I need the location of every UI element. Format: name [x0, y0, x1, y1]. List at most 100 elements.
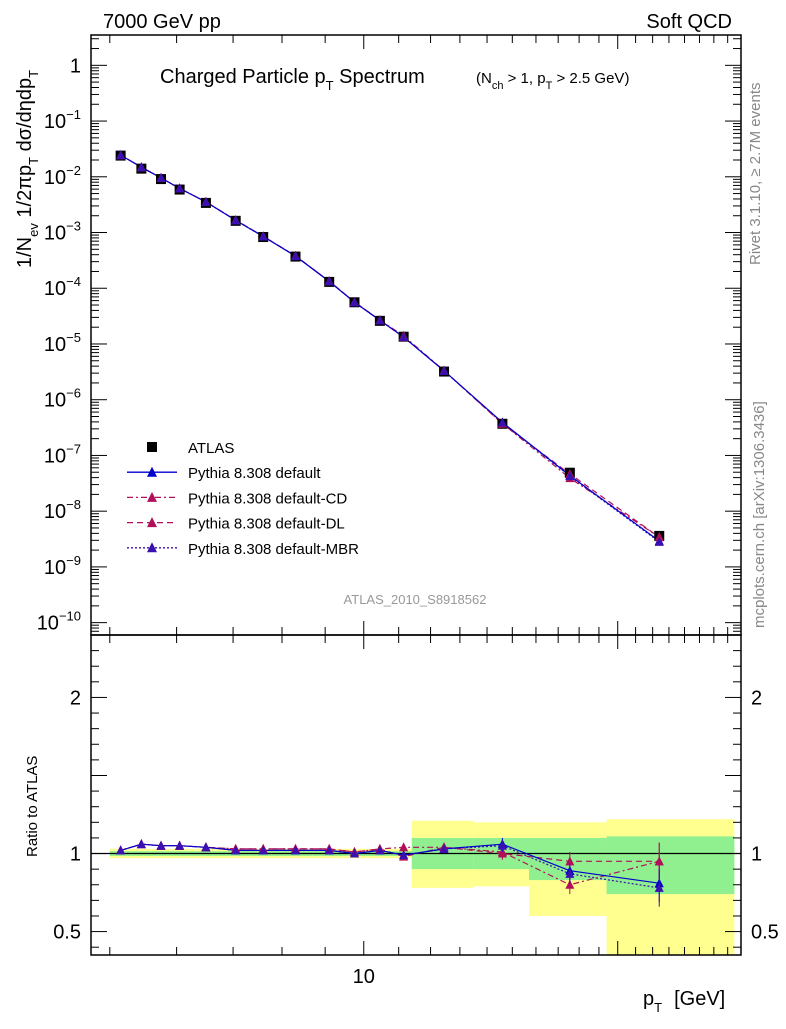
ratio-y-tick-label-right: 2 [751, 687, 762, 709]
legend-marker [147, 517, 157, 528]
legend: ATLAS Pythia 8.308 default Pythia 8.308 de… [127, 440, 359, 558]
ratio-point-4 [116, 845, 126, 855]
mc-point-4 [116, 150, 126, 160]
ratio-point-4 [439, 843, 449, 853]
ratio-point-4 [201, 842, 211, 852]
ratio-point-4 [565, 868, 575, 878]
ratio-y-label: Ratio to ATLAS [24, 756, 41, 857]
ratio-y-tick-label-left: 0.5 [53, 922, 81, 944]
band-inner [606, 836, 735, 895]
analysis-id: ATLAS_2010_S8918562 [344, 592, 487, 607]
legend-label: Pythia 8.308 default-CD [188, 490, 347, 507]
ratio-point-4 [654, 882, 664, 892]
ratio-frame [90, 634, 742, 956]
y-tick-label-exp: −10 [59, 609, 81, 624]
ratio-point-4 [324, 845, 334, 855]
y-tick-label: 10−6 [44, 386, 81, 412]
y-tick-label-exp: −8 [66, 497, 81, 512]
mc-point-4 [136, 162, 146, 172]
ratio-point-4 [258, 845, 268, 855]
ratio-point-4 [136, 839, 146, 849]
y-tick-label-exp: −1 [66, 107, 81, 122]
y-tick-label: 10−5 [44, 330, 81, 356]
legend-label: Pythia 8.308 default [188, 465, 321, 482]
legend-marker [147, 466, 157, 477]
y-tick-label: 10−4 [44, 274, 81, 300]
ratio-point-4 [399, 850, 409, 860]
ratio-point-2 [399, 842, 409, 852]
cond-sub1: ch [492, 80, 504, 92]
mc-point-4 [324, 276, 334, 286]
y-tick-label: 10−9 [44, 553, 81, 579]
legend-label: ATLAS [188, 440, 234, 457]
y-tick-label-base: 10 [44, 390, 66, 412]
mc-point-4 [497, 417, 507, 427]
ratio-point-2 [565, 879, 575, 889]
y-tick-label: 10−7 [44, 441, 81, 467]
y-tick-label-exp: −2 [66, 163, 81, 178]
ratio-bands [91, 819, 741, 955]
main-y-label: 1/Nev 1/2πpT dσ/dηdpT [14, 70, 41, 268]
y-tick-label-base: 10 [44, 167, 66, 189]
mc-point-3 [654, 532, 664, 542]
chart-title-sub: T [326, 78, 334, 93]
y-tick-label: 10−8 [44, 497, 81, 523]
y-tick-label-exp: −9 [66, 553, 81, 568]
legend-marker-atlas [147, 442, 157, 452]
mc-point-4 [375, 315, 385, 325]
mc-point-4 [156, 172, 166, 182]
xlabel-sub: T [654, 1000, 662, 1015]
y-tick-label: 10−10 [37, 609, 81, 635]
mc-point-4 [654, 536, 664, 546]
ratio-point-3 [565, 856, 575, 866]
ratio-point-4 [375, 845, 385, 855]
x-tick-label: 10 [353, 966, 375, 988]
ratio-point-4 [156, 840, 166, 850]
chart-title-cond: (Nch > 1, pT > 2.5 GeV) [476, 70, 629, 92]
mc-point-4 [439, 365, 449, 375]
ratio-point-4 [290, 845, 300, 855]
ylabel-sub3: T [26, 70, 41, 78]
ylabel-sub2: T [26, 157, 41, 165]
mc-point-4 [565, 471, 575, 481]
mc-point-4 [175, 183, 185, 193]
y-tick-label-base: 10 [37, 613, 59, 635]
y-tick-label-base: 10 [44, 334, 66, 356]
xlabel-unit: [GeV] [674, 988, 725, 1010]
y-tick-label-base: 10 [44, 557, 66, 579]
ratio-y-tick-label-right: 0.5 [751, 922, 779, 944]
ratio-y-tick-label-left: 2 [70, 687, 81, 709]
ylabel-part1: 1/N [14, 237, 36, 268]
main-axes: 110−110−210−310−410−510−610−710−810−910−… [37, 34, 742, 636]
mcplots-label: mcplots.cern.ch [arXiv:1306.3436] [751, 401, 768, 628]
mc-point-4 [399, 331, 409, 341]
mc-point-4 [258, 231, 268, 241]
mc-point-4 [349, 297, 359, 307]
ratio-point-4 [231, 845, 241, 855]
xlabel-main: p [643, 988, 654, 1010]
y-tick-label-base: 10 [44, 278, 66, 300]
ratio-line-2 [120, 843, 660, 886]
rivet-label: Rivet 3.1.10, ≥ 2.7M events [747, 83, 764, 266]
main-line-1 [120, 154, 660, 542]
y-tick-label: 10−3 [44, 219, 81, 245]
ratio-point-3 [497, 848, 507, 858]
mc-point-4 [290, 251, 300, 261]
ratio-axes: 0.5 0.5 1 1 2 2 10 [53, 634, 779, 988]
x-axis-label: pT [GeV] [643, 988, 725, 1015]
legend-marker [147, 491, 157, 502]
y-tick-label: 10−1 [44, 107, 81, 133]
ratio-point-4 [349, 848, 359, 858]
cond-open: (N [476, 70, 492, 87]
mc-point-4 [201, 196, 211, 206]
ratio-point-3 [654, 856, 664, 866]
mc-point-4 [231, 215, 241, 225]
legend-label: Pythia 8.308 default-MBR [188, 541, 359, 558]
ylabel-part2: 1/2πp [14, 165, 36, 223]
chart-title: Charged Particle pT Spectrum [160, 66, 425, 93]
y-tick-label-exp: −3 [66, 219, 81, 234]
cond-sub2: T [546, 80, 553, 92]
y-tick-label-exp: −5 [66, 330, 81, 345]
ratio-line-1 [120, 843, 660, 884]
